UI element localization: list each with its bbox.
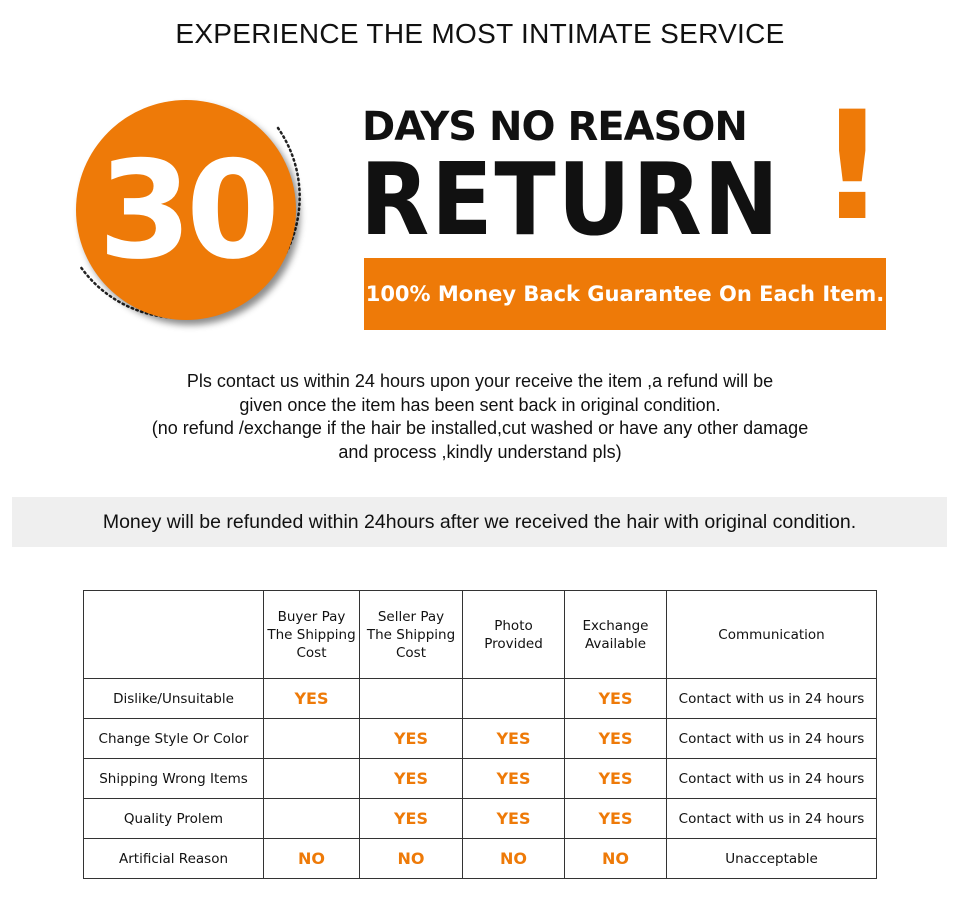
headline-return: RETURN bbox=[360, 141, 781, 258]
row-label: Shipping Wrong Items bbox=[83, 758, 264, 799]
thirty-days-badge: 30 bbox=[76, 100, 296, 320]
paragraph-line: and process ,kindly understand pls) bbox=[338, 441, 622, 462]
table-row: Change Style Or Color YES YES YES Contact wi… bbox=[83, 718, 877, 759]
column-header: Buyer Pay The Shipping Cost bbox=[263, 590, 360, 679]
table-cell: NO bbox=[263, 838, 360, 879]
table-header-row: Buyer Pay The Shipping Cost Seller Pay Th… bbox=[83, 590, 877, 679]
table-cell: YES bbox=[564, 718, 667, 759]
table-cell: YES bbox=[564, 678, 667, 719]
table-cell: YES bbox=[462, 718, 565, 759]
column-header: Seller Pay The Shipping Cost bbox=[359, 590, 463, 679]
return-policy-table: Buyer Pay The Shipping Cost Seller Pay Th… bbox=[83, 590, 877, 879]
table-cell bbox=[359, 678, 463, 719]
column-header: Exchange Available bbox=[564, 590, 667, 679]
table-cell: YES bbox=[564, 758, 667, 799]
table-cell bbox=[263, 798, 360, 839]
table-cell: YES bbox=[263, 678, 360, 719]
table-row: Shipping Wrong Items YES YES YES Contact wit… bbox=[83, 758, 877, 799]
table-cell: YES bbox=[462, 758, 565, 799]
table-cell: NO bbox=[359, 838, 463, 879]
refund-note-bar: Money will be refunded within 24hours af… bbox=[12, 497, 947, 547]
table-row: Artificial Reason NO NO NO NO Unacceptable bbox=[83, 838, 877, 879]
table-cell: NO bbox=[462, 838, 565, 879]
row-label: Quality Prolem bbox=[83, 798, 264, 839]
table-cell: Contact with us in 24 hours bbox=[666, 678, 877, 719]
table-cell: YES bbox=[462, 798, 565, 839]
table-cell: YES bbox=[359, 718, 463, 759]
table-cell: YES bbox=[359, 758, 463, 799]
paragraph-line: Pls contact us within 24 hours upon your… bbox=[186, 371, 774, 391]
paragraph-line: (no refund /exchange if the hair be inst… bbox=[151, 418, 809, 438]
exclamation-mark: ! bbox=[818, 80, 887, 254]
headline-days-no-reason: DAYS NO REASON bbox=[362, 104, 748, 150]
table-cell bbox=[462, 678, 565, 719]
row-label: Change Style Or Color bbox=[83, 718, 264, 759]
table-cell: Contact with us in 24 hours bbox=[666, 798, 877, 839]
table-cell: Contact with us in 24 hours bbox=[666, 718, 877, 759]
table-row: Quality Prolem YES YES YES Contact with us i… bbox=[83, 798, 877, 839]
paragraph-line: given once the item has been sent back i… bbox=[239, 394, 721, 415]
table-row: Dislike/Unsuitable YES YES Contact with us … bbox=[83, 678, 877, 719]
refund-note: Money will be refunded within 24hours af… bbox=[102, 510, 857, 533]
table-cell: Unacceptable bbox=[666, 838, 877, 879]
column-header: Communication bbox=[666, 590, 877, 679]
table-cell bbox=[263, 718, 360, 759]
return-policy-paragraph: Pls contact us within 24 hours upon your… bbox=[0, 370, 960, 464]
table-cell: Contact with us in 24 hours bbox=[666, 758, 877, 799]
column-header bbox=[83, 590, 264, 679]
row-label: Dislike/Unsuitable bbox=[83, 678, 264, 719]
row-label: Artificial Reason bbox=[83, 838, 264, 879]
header-title: EXPERIENCE THE MOST INTIMATE SERVICE bbox=[175, 18, 785, 49]
table-cell bbox=[263, 758, 360, 799]
money-back-banner: 100% Money Back Guarantee On Each Item. bbox=[364, 258, 886, 330]
table-cell: NO bbox=[564, 838, 667, 879]
table-cell: YES bbox=[359, 798, 463, 839]
column-header: Photo Provided bbox=[462, 590, 565, 679]
table-cell: YES bbox=[564, 798, 667, 839]
